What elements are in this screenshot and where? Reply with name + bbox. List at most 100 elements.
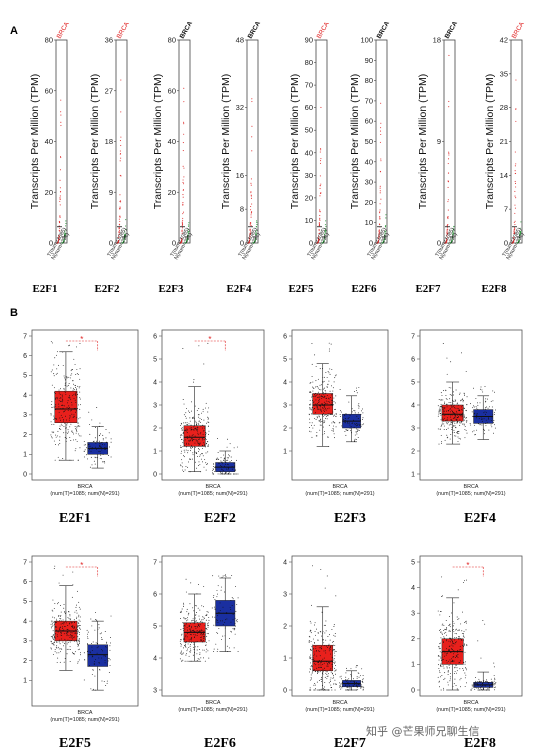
normal-point <box>485 425 487 427</box>
tumor-point <box>62 574 64 576</box>
tumor-point <box>450 402 452 404</box>
normal-point <box>519 233 522 236</box>
tumor-point <box>460 422 462 424</box>
tumor-point <box>331 394 333 396</box>
tumor-point <box>66 628 68 630</box>
normal-point <box>354 434 356 436</box>
tumor-point <box>335 665 336 666</box>
tumor-point <box>60 414 62 416</box>
tumor-point <box>71 596 73 598</box>
normal-point <box>63 240 65 242</box>
tumor-point <box>447 229 449 231</box>
normal-point <box>224 635 226 637</box>
tumor-point <box>72 638 73 640</box>
tumor-point <box>451 414 453 416</box>
tumor-point <box>314 689 316 691</box>
tumor-point <box>334 679 336 681</box>
tumor-point <box>319 394 320 396</box>
normal-point <box>84 449 86 451</box>
normal-point <box>351 411 353 413</box>
normal-point <box>230 621 232 623</box>
tumor-point <box>328 682 330 684</box>
tumor-point <box>78 638 80 639</box>
y-tick-label: 0 <box>504 239 508 248</box>
normal-point <box>236 459 237 461</box>
tumor-point <box>64 390 66 392</box>
tumor-point <box>319 420 321 422</box>
normal-point <box>349 427 351 429</box>
normal-point <box>493 422 494 423</box>
tumor-point <box>379 141 381 143</box>
tumor-point <box>439 629 440 631</box>
tumor-point <box>309 399 311 401</box>
tumor-point <box>331 399 333 401</box>
tumor-point <box>465 667 467 669</box>
y-tick-label: 4 <box>153 379 157 386</box>
tumor-point <box>441 632 443 634</box>
tumor-point <box>208 657 210 659</box>
tumor-point <box>75 346 77 348</box>
tumor-point <box>182 189 184 191</box>
y-tick-label: 50 <box>365 137 373 146</box>
normal-point <box>108 446 110 448</box>
normal-point <box>94 675 96 677</box>
tumor-point <box>251 100 253 103</box>
tumor-point <box>76 617 77 619</box>
tumor-point <box>182 432 184 434</box>
normal-point <box>361 684 363 686</box>
tumor-point <box>78 640 80 642</box>
tumor-point <box>315 628 317 630</box>
normal-point <box>340 688 342 690</box>
tumor-point <box>328 424 330 426</box>
normal-point <box>102 438 104 439</box>
tumor-point <box>205 438 207 440</box>
tumor-point <box>438 646 439 648</box>
normal-point <box>453 228 455 230</box>
tumor-point <box>440 665 442 667</box>
normal-point <box>222 635 224 637</box>
tumor-point <box>70 370 72 372</box>
tumor-point <box>460 400 462 402</box>
tumor-point <box>183 602 184 604</box>
y-tick-label: 5 <box>153 356 157 363</box>
normal-point <box>65 225 67 227</box>
normal-point <box>89 664 90 666</box>
tumor-point <box>454 657 456 658</box>
normal-point <box>482 685 484 687</box>
normal-point <box>236 446 238 448</box>
tumor-point <box>55 443 56 445</box>
tumor-point <box>59 425 61 427</box>
tumor-point <box>466 645 468 647</box>
tumor-point <box>181 660 183 662</box>
normal-point <box>360 414 362 416</box>
tumor-point <box>193 641 195 643</box>
normal-point <box>361 668 363 670</box>
normal-point <box>473 430 475 432</box>
tumor-point <box>197 623 199 625</box>
normal-point <box>98 662 100 664</box>
tumor-point <box>75 606 77 608</box>
normal-point <box>493 684 495 686</box>
tumor-point <box>69 619 71 621</box>
normal-point <box>341 425 343 427</box>
normal-point <box>347 681 349 683</box>
y-tick-label: 7 <box>23 333 27 340</box>
tumor-point <box>66 424 68 426</box>
tumor-point <box>188 641 190 643</box>
y-axis-label: Transcripts Per Million (TPM) <box>89 74 101 210</box>
tumor-point <box>63 604 65 606</box>
tumor-point <box>55 418 57 419</box>
tumor-point <box>181 650 183 652</box>
tumor-point <box>199 442 201 444</box>
tumor-point <box>333 663 335 665</box>
plot-frame <box>115 39 128 244</box>
tumor-point <box>202 447 203 449</box>
tumor-point <box>451 420 453 422</box>
tumor-point <box>199 454 201 456</box>
tumor-point <box>192 646 194 648</box>
tumor-point <box>197 658 199 660</box>
tumor-point <box>189 645 191 647</box>
tumor-point <box>69 639 71 641</box>
tumor-point <box>187 619 189 621</box>
